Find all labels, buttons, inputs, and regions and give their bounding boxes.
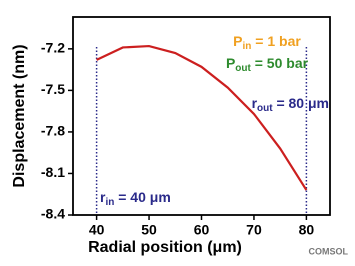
annotation-text: = 40 μm <box>114 189 170 205</box>
x-axis-label: Radial position (μm) <box>88 239 242 256</box>
y-tick-label: -8.4 <box>41 206 65 222</box>
annotation-subscript: out <box>257 103 273 114</box>
annotation-text: = 80 μm <box>273 95 329 111</box>
annotation-symbol: r <box>100 189 106 205</box>
y-axis-label: Displacement (nm) <box>11 44 28 187</box>
x-tick-label: 70 <box>246 222 262 238</box>
annotation-symbol: P <box>233 33 242 49</box>
annotation: rout = 80 μm <box>252 95 329 114</box>
annotation: Pin = 1 bar <box>233 33 301 52</box>
x-tick-label: 40 <box>89 222 105 238</box>
annotation-symbol: P <box>226 55 235 71</box>
y-tick-label: -7.5 <box>41 81 65 97</box>
y-tick-label: -7.2 <box>41 40 65 56</box>
annotation-symbol: r <box>252 95 258 111</box>
x-tick-label: 60 <box>194 222 210 238</box>
y-tick-label: -7.8 <box>41 123 65 139</box>
annotation: Pout = 50 bar <box>226 55 309 74</box>
annotation-text: = 50 bar <box>251 55 309 71</box>
data-line <box>96 44 308 191</box>
annotation-text: = 1 bar <box>251 33 301 49</box>
x-tick-label: 50 <box>141 222 157 238</box>
annotation: rin = 40 μm <box>100 189 171 208</box>
x-tick-label: 80 <box>299 222 315 238</box>
y-tick-label: -8.1 <box>41 164 65 180</box>
annotation-subscript: out <box>235 63 251 74</box>
annotation-subscript: in <box>243 41 252 52</box>
annotation-subscript: in <box>105 197 114 208</box>
watermark: COMSOL <box>309 246 349 256</box>
